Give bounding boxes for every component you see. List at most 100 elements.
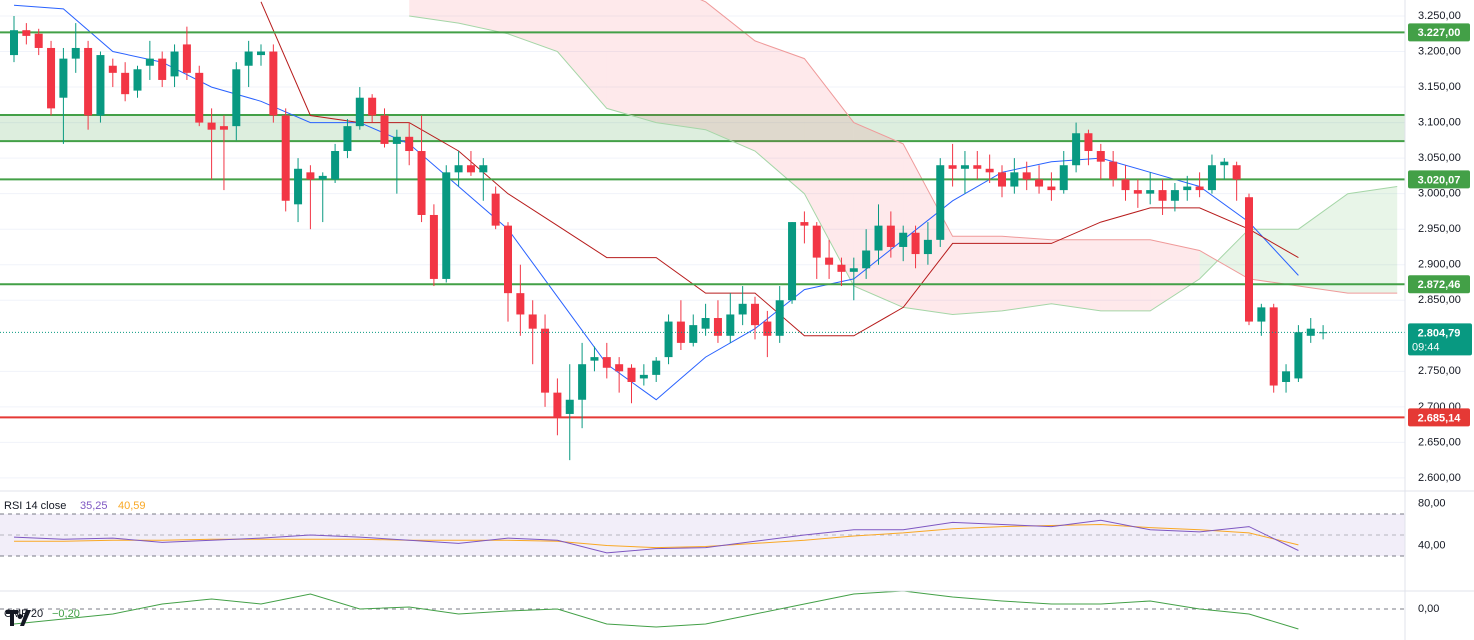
cloud-segment: [1051, 239, 1101, 311]
candle-body: [676, 321, 685, 343]
candle-body: [998, 172, 1006, 187]
candle-body: [1158, 190, 1167, 201]
candle-body: [639, 374, 648, 379]
candle-body: [936, 165, 945, 240]
rsi-line: [13, 519, 1299, 554]
candle-body: [1047, 186, 1056, 191]
candle-body: [911, 232, 920, 255]
candle-body: [504, 225, 512, 294]
candle-body: [763, 321, 772, 336]
level-label-box: [1408, 408, 1470, 427]
overlay: 3.250,00 3.200,00 3.150,00 3.100,00 3.050,00…: [0, 10, 1472, 630]
level-label-box: [1408, 23, 1470, 42]
cloud-segment: [1347, 186, 1398, 294]
candle-body: [392, 136, 401, 144]
candle-body: [1294, 332, 1303, 379]
candle-body: [825, 257, 834, 265]
candle-body: [1121, 179, 1130, 191]
y-tick-label: 2.850,00: [1418, 294, 1461, 306]
candle-body: [849, 268, 858, 272]
candle-body: [1096, 151, 1105, 162]
candle-body: [1072, 133, 1081, 166]
candle-body: [368, 97, 377, 116]
candle-body: [985, 168, 994, 173]
candle-body: [565, 399, 574, 414]
candle-body: [1084, 133, 1093, 152]
cloud-segment: [1150, 239, 1200, 311]
candle-body: [59, 58, 68, 98]
level-label: 2.872,46: [1418, 279, 1461, 291]
candle-body: [145, 58, 154, 66]
candle-body: [207, 122, 216, 130]
candle-body: [47, 47, 56, 109]
cloud-segment: [606, 0, 657, 123]
candle-body: [1146, 190, 1155, 194]
candle-body: [664, 321, 673, 358]
level-label: 3.227,00: [1418, 27, 1461, 39]
candle-body: [491, 193, 500, 226]
candle-body: [886, 225, 895, 247]
y-tick-label: 2.750,00: [1418, 365, 1461, 377]
candle-body: [1035, 179, 1044, 187]
candle-body: [1257, 307, 1266, 322]
candle-body: [1022, 172, 1031, 180]
candle-body: [158, 58, 167, 80]
cloud-segment: [1298, 193, 1348, 294]
candle-body: [108, 65, 117, 73]
candle-body: [1269, 307, 1278, 386]
candle-body: [528, 314, 537, 329]
candle-body: [294, 168, 303, 205]
candle-body: [1195, 186, 1204, 191]
candle-body: [84, 47, 93, 116]
candle-body: [874, 225, 883, 251]
candle-body: [1232, 165, 1241, 180]
candle-body: [1059, 165, 1068, 191]
candle-body: [973, 165, 982, 169]
candle-body: [170, 51, 179, 77]
cmf-line: [13, 590, 1299, 630]
cloud-segment: [705, 1, 755, 152]
candle-body: [281, 115, 290, 201]
cloud-segment: [656, 0, 706, 130]
candle-body: [948, 165, 957, 169]
cloud-segment: [557, 0, 607, 109]
candle-body: [306, 172, 315, 180]
candle-body: [899, 232, 908, 247]
candle-body: [1109, 161, 1118, 180]
candle-body: [590, 357, 599, 361]
y-tick-label: 0,00: [1418, 603, 1439, 615]
candle-body: [479, 165, 488, 173]
y-tick-label: 3.100,00: [1418, 116, 1461, 128]
candle-body: [1207, 165, 1216, 191]
span-b: [700, 0, 1398, 294]
price-pane: [0, 0, 1405, 479]
candle-body: [182, 44, 191, 73]
rsi-ma-value: 40,59: [118, 500, 146, 512]
candle-body: [405, 136, 414, 152]
y-tick-label: 2.600,00: [1418, 472, 1461, 484]
candle-body: [800, 222, 809, 226]
candle-body: [738, 303, 747, 315]
candle-body: [516, 293, 525, 315]
candle-body: [96, 55, 105, 116]
candle-body: [960, 165, 969, 169]
y-tick-label: 3.200,00: [1418, 45, 1461, 57]
candle-body: [788, 222, 797, 301]
cmf-value: −0,20: [52, 608, 80, 620]
candle-body: [775, 300, 784, 336]
candle-body: [1220, 161, 1229, 166]
candle-body: [34, 33, 43, 48]
candle-body: [541, 328, 550, 393]
y-tick-label: 40,00: [1418, 539, 1446, 551]
candle-body: [615, 364, 624, 372]
y-tick-label: 3.050,00: [1418, 152, 1461, 164]
candle-body: [10, 30, 18, 56]
candle-body: [380, 115, 389, 144]
candle-body: [1010, 172, 1019, 187]
candle-body: [578, 364, 587, 400]
candle-body: [602, 357, 611, 368]
candle-body: [133, 69, 142, 91]
y-tick-label: 80,00: [1418, 497, 1446, 509]
candle-body: [1133, 190, 1142, 194]
candle-body: [701, 318, 710, 329]
